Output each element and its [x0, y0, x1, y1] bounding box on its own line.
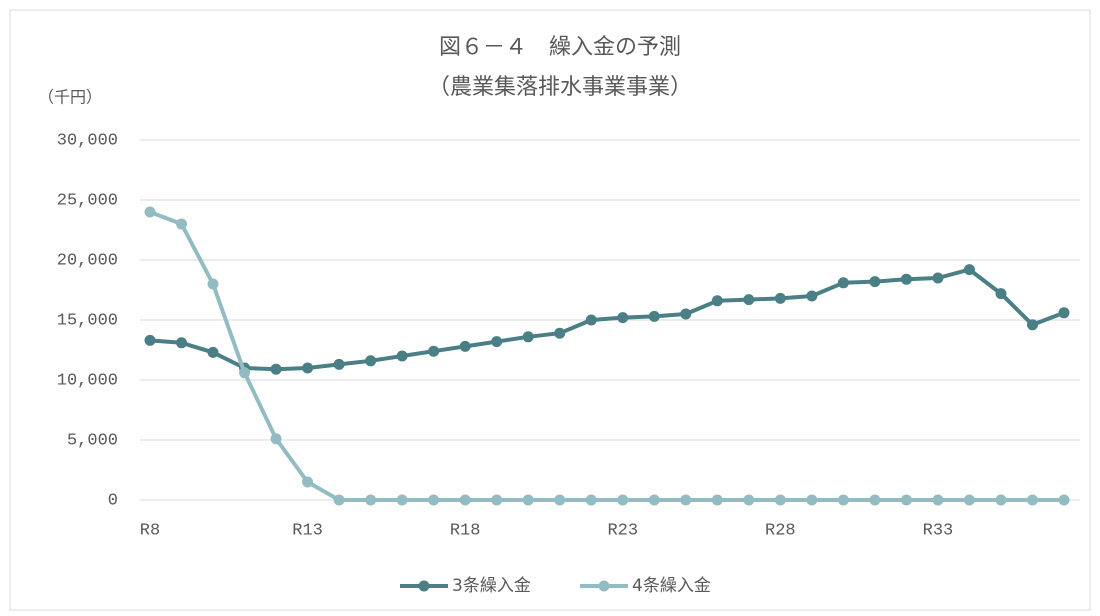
data-point	[963, 264, 975, 276]
data-point	[774, 494, 786, 506]
y-tick-label: 15,000	[57, 311, 118, 330]
data-point	[963, 494, 975, 506]
data-point	[743, 294, 755, 306]
data-point	[900, 273, 912, 285]
data-point	[396, 350, 408, 362]
data-point	[176, 337, 188, 349]
data-point	[270, 363, 282, 375]
data-point	[869, 494, 881, 506]
data-point	[459, 340, 471, 352]
data-point	[554, 327, 566, 339]
data-point	[491, 494, 503, 506]
data-point	[1058, 307, 1070, 319]
data-point	[711, 494, 723, 506]
data-point	[711, 295, 723, 307]
data-point	[144, 206, 156, 218]
data-point	[680, 494, 692, 506]
data-point	[302, 476, 314, 488]
y-tick-label: 0	[108, 491, 118, 510]
y-tick-label: 20,000	[57, 251, 118, 270]
y-tick-label: 10,000	[57, 371, 118, 390]
data-point	[239, 367, 251, 379]
data-point	[365, 355, 377, 367]
x-tick-label: R8	[140, 521, 160, 540]
data-point	[995, 288, 1007, 300]
data-point	[837, 277, 849, 289]
x-tick-label: R13	[292, 521, 323, 540]
x-tick-label: R28	[765, 521, 796, 540]
x-tick-label: R23	[607, 521, 638, 540]
legend-marker	[598, 580, 610, 592]
chart-subtitle: （農業集落排水事業事業）	[428, 75, 692, 100]
data-point	[428, 345, 440, 357]
data-point	[396, 494, 408, 506]
data-point	[144, 334, 156, 346]
data-point	[207, 346, 219, 358]
data-point	[995, 494, 1007, 506]
legend-label: 4条繰入金	[632, 576, 711, 596]
data-point	[270, 433, 282, 445]
chart-title: 図６－４ 繰入金の予測	[439, 35, 681, 60]
data-point	[522, 494, 534, 506]
data-point	[491, 336, 503, 348]
data-point	[459, 494, 471, 506]
data-point	[585, 494, 597, 506]
data-point	[648, 494, 660, 506]
data-point	[302, 362, 314, 374]
data-point	[932, 494, 944, 506]
data-point	[900, 494, 912, 506]
data-point	[932, 272, 944, 284]
x-tick-label: R18	[450, 521, 481, 540]
x-tick-label: R33	[923, 521, 954, 540]
legend-marker	[418, 580, 430, 592]
data-point	[1026, 494, 1038, 506]
y-tick-label: 30,000	[57, 131, 118, 150]
data-point	[648, 310, 660, 322]
data-point	[1058, 494, 1070, 506]
legend-label: 3条繰入金	[452, 576, 531, 596]
data-point	[774, 292, 786, 304]
data-point	[428, 494, 440, 506]
y-tick-label: 25,000	[57, 191, 118, 210]
y-axis-label: （千円）	[38, 88, 102, 107]
data-point	[585, 314, 597, 326]
data-point	[522, 331, 534, 343]
data-point	[680, 308, 692, 320]
data-point	[806, 494, 818, 506]
data-point	[837, 494, 849, 506]
data-point	[554, 494, 566, 506]
data-point	[333, 358, 345, 370]
data-point	[869, 276, 881, 288]
y-tick-label: 5,000	[67, 431, 118, 450]
chart-frame	[9, 9, 1091, 611]
data-point	[1026, 319, 1038, 331]
data-point	[617, 494, 629, 506]
data-point	[333, 494, 345, 506]
data-point	[617, 312, 629, 324]
data-point	[806, 290, 818, 302]
data-point	[365, 494, 377, 506]
data-point	[743, 494, 755, 506]
data-point	[207, 278, 219, 290]
data-point	[176, 218, 188, 230]
